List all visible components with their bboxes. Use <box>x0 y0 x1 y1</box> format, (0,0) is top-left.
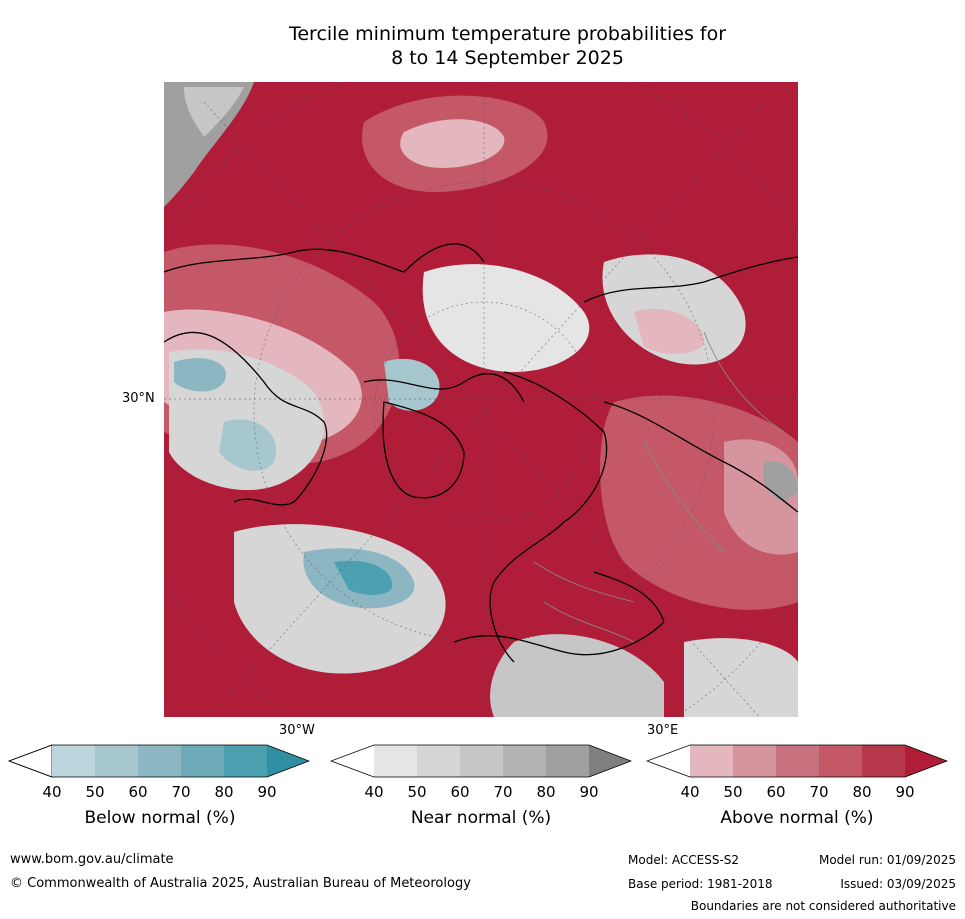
colorbar-below-title: Below normal (%) <box>84 808 236 828</box>
title-line-1: Tercile minimum temperature probabilitie… <box>288 23 727 45</box>
tick-label: 40 <box>42 783 62 801</box>
tick-label: 90 <box>895 783 915 801</box>
colorbar-near-swatch <box>503 745 546 777</box>
colorbar-near-swatch <box>460 745 503 777</box>
colorbar-near-swatch <box>374 745 417 777</box>
tick-label: 80 <box>214 783 234 801</box>
near-normal-arctic <box>422 264 590 372</box>
tick-label: 90 <box>257 783 277 801</box>
tick-label: 50 <box>85 783 105 801</box>
colorbar-above-swatch <box>862 745 905 777</box>
issued-text: Issued: 03/09/2025 <box>840 877 956 891</box>
colorbar-below-swatch <box>267 745 309 777</box>
colorbar-above-title: Above normal (%) <box>720 808 874 828</box>
near-normal-siberia <box>602 254 746 365</box>
website-link[interactable]: www.bom.gov.au/climate <box>10 852 174 867</box>
colorbar-below-swatch <box>52 745 95 777</box>
lon-label-30e: 30°E <box>647 723 679 738</box>
lat-label-30n: 30°N <box>122 391 155 406</box>
lon-label-30w: 30°W <box>279 723 315 738</box>
title-line-2: 8 to 14 September 2025 <box>391 47 624 69</box>
colorbar-above-swatch <box>690 745 733 777</box>
tick-label: 70 <box>493 783 513 801</box>
colorbar-below-swatch <box>224 745 267 777</box>
colorbar-near-swatch <box>589 745 631 777</box>
tick-label: 40 <box>364 783 384 801</box>
copyright-text: © Commonwealth of Australia 2025, Austra… <box>10 876 471 891</box>
tick-label: 90 <box>579 783 599 801</box>
map-canvas <box>164 82 798 717</box>
tick-label: 50 <box>723 783 743 801</box>
disclaimer-text: Boundaries are not considered authoritat… <box>690 899 956 913</box>
colorbar-above-normal <box>645 744 949 784</box>
colorbar-above-swatch <box>776 745 819 777</box>
colorbar-below-swatch <box>138 745 181 777</box>
tick-label: 60 <box>766 783 786 801</box>
map-title: Tercile minimum temperature probabilitie… <box>200 22 815 70</box>
colorbar-below-swatch <box>95 745 138 777</box>
colorbar-near-swatch <box>546 745 589 777</box>
country-borders <box>533 331 785 643</box>
colorbar-near-title: Near normal (%) <box>410 808 552 828</box>
base-period-text: Base period: 1981-2018 <box>628 877 773 891</box>
colorbar-near-normal <box>329 744 633 784</box>
tick-label: 80 <box>852 783 872 801</box>
colorbar-above-swatch <box>819 745 862 777</box>
coastlines <box>164 243 798 663</box>
colorbar-near-swatch <box>331 745 374 777</box>
model-text: Model: ACCESS-S2 <box>628 853 740 867</box>
tick-label: 40 <box>680 783 700 801</box>
tick-label: 70 <box>171 783 191 801</box>
tick-label: 60 <box>128 783 148 801</box>
polar-probability-map <box>164 82 798 717</box>
colorbar-above-swatch <box>733 745 776 777</box>
colorbar-near-swatch <box>417 745 460 777</box>
tick-label: 80 <box>536 783 556 801</box>
tick-label: 60 <box>450 783 470 801</box>
colorbar-below-swatch <box>7 744 53 778</box>
model-run-text: Model run: 01/09/2025 <box>818 853 956 867</box>
tick-label: 70 <box>809 783 829 801</box>
colorbar-below-normal <box>7 744 311 784</box>
colorbar-below-swatch <box>181 745 224 777</box>
colorbar-above-swatch <box>905 745 947 777</box>
colorbar-above-swatch <box>647 745 690 777</box>
below-normal-alaska <box>174 358 226 392</box>
graticule <box>164 82 798 717</box>
near-normal-corner <box>164 82 254 207</box>
tick-label: 50 <box>407 783 427 801</box>
